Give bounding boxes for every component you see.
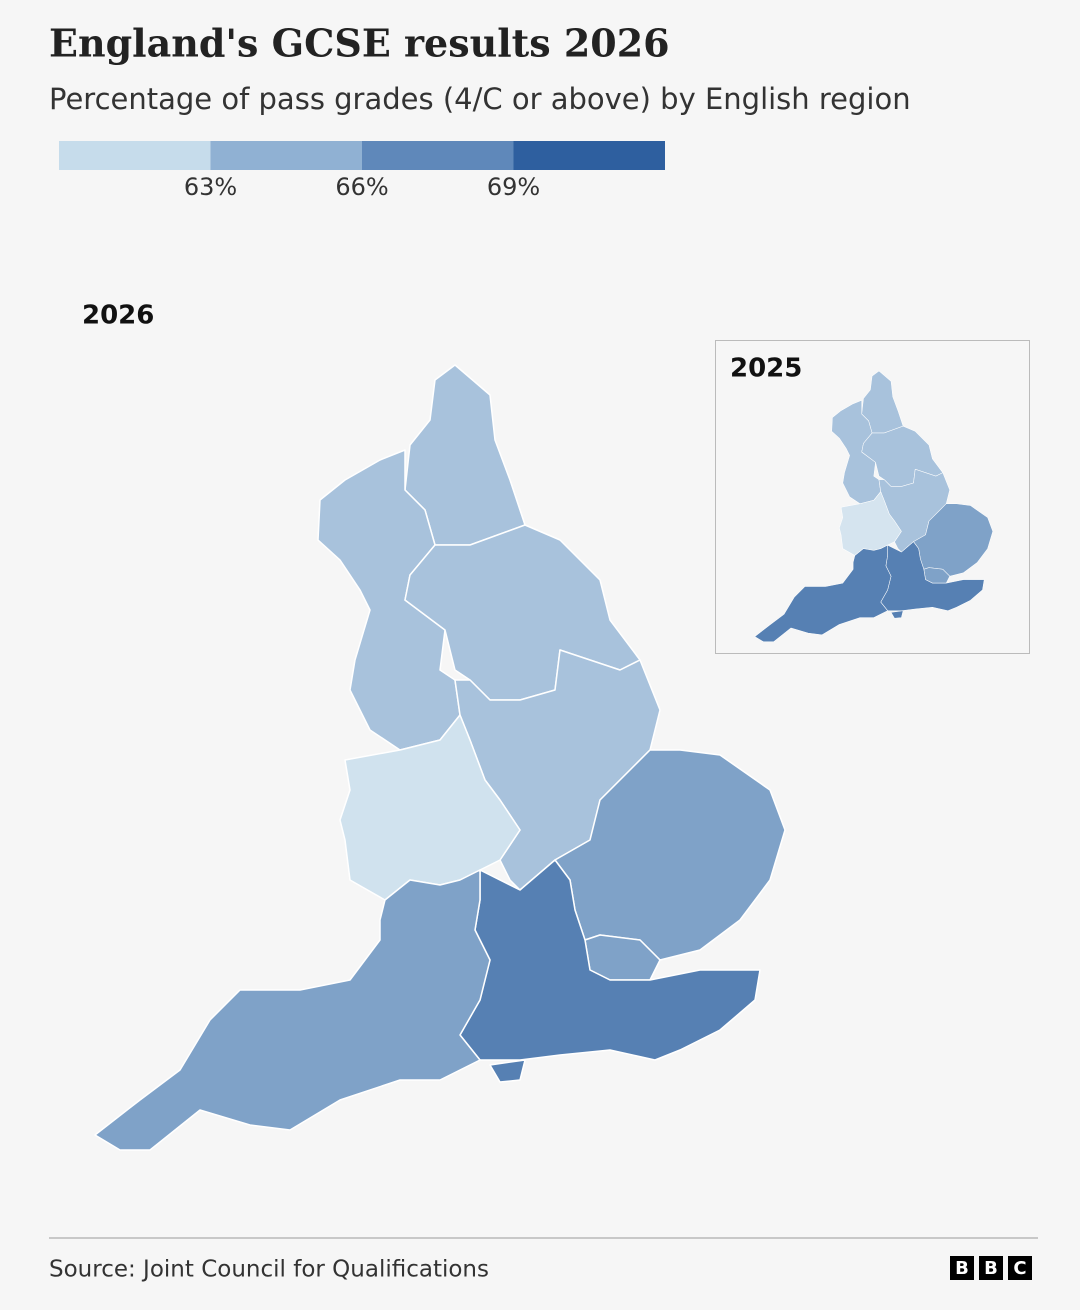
legend-tick-label: 69%	[487, 173, 540, 201]
logo-letter: B	[984, 1258, 998, 1279]
logo-letter: B	[955, 1258, 969, 1279]
source: Source: Joint Council for Qualifications	[49, 1257, 489, 1283]
legend-tick-label: 66%	[335, 173, 388, 201]
legend-swatch	[210, 141, 362, 170]
inset-frame	[715, 340, 1030, 654]
map-label: 2025	[730, 354, 802, 384]
region	[94, 869, 491, 1151]
subtitle: Percentage of pass grades (4/C or above)…	[49, 82, 911, 116]
inset-map	[754, 370, 994, 643]
legend-swatch	[59, 141, 211, 170]
logo-box	[1008, 1256, 1032, 1280]
region	[754, 544, 892, 643]
legend-tick-label: 63%	[184, 173, 237, 201]
legend: 63% 66% 69%	[59, 141, 665, 201]
legend-swatch	[362, 141, 514, 170]
map-label: 2026	[82, 301, 154, 331]
logo-letter: C	[1013, 1258, 1026, 1279]
region	[890, 610, 904, 619]
title: England's GCSE results 2026	[49, 21, 670, 66]
logo-box	[979, 1256, 1003, 1280]
legend-swatch	[513, 141, 665, 170]
logo-box	[950, 1256, 974, 1280]
region	[489, 1059, 526, 1083]
map	[94, 364, 786, 1151]
